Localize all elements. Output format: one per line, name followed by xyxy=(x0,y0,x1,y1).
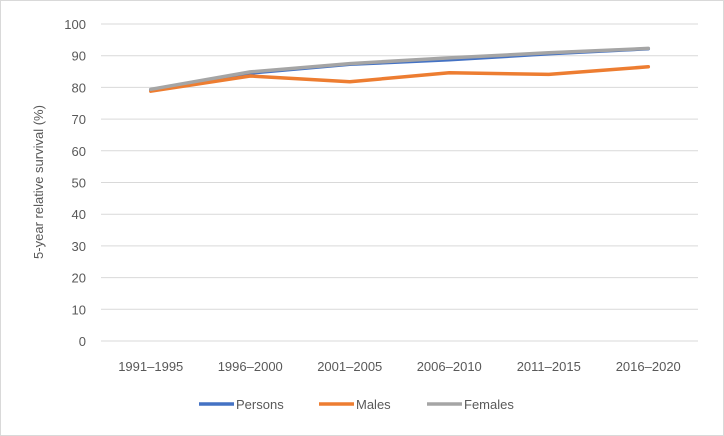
y-tick-label: 60 xyxy=(72,144,86,159)
legend-label-females: Females xyxy=(464,397,514,412)
x-tick-label: 2011–2015 xyxy=(517,359,581,374)
y-axis-ticks: 0 10 20 30 40 50 60 70 80 90 100 xyxy=(64,17,86,349)
series-lines xyxy=(149,46,651,93)
series-line-persons xyxy=(149,46,651,92)
y-tick-label: 80 xyxy=(72,80,86,95)
legend-label-persons: Persons xyxy=(236,397,284,412)
y-tick-label: 30 xyxy=(72,239,86,254)
legend: Persons Males Females xyxy=(199,397,514,412)
y-tick-label: 10 xyxy=(72,302,86,317)
x-tick-label: 2001–2005 xyxy=(317,359,382,374)
y-tick-label: 20 xyxy=(72,271,86,286)
y-axis-label: 5-year relative survival (%) xyxy=(31,105,46,259)
y-tick-label: 0 xyxy=(79,334,86,349)
y-tick-label: 90 xyxy=(72,49,86,64)
x-tick-label: 2016–2020 xyxy=(616,359,681,374)
x-tick-label: 1991–1995 xyxy=(118,359,183,374)
y-tick-label: 40 xyxy=(72,207,86,222)
series-line-females xyxy=(149,46,651,92)
legend-label-males: Males xyxy=(356,397,391,412)
y-tick-label: 100 xyxy=(64,17,86,32)
x-tick-label: 1996–2000 xyxy=(218,359,283,374)
y-tick-label: 50 xyxy=(72,176,86,191)
gridlines xyxy=(101,23,698,342)
y-tick-label: 70 xyxy=(72,112,86,127)
x-axis-ticks: 1991–1995 1996–2000 2001–2005 2006–2010 2011… xyxy=(118,359,681,374)
x-tick-label: 2006–2010 xyxy=(417,359,482,374)
series-line-males xyxy=(149,65,651,93)
